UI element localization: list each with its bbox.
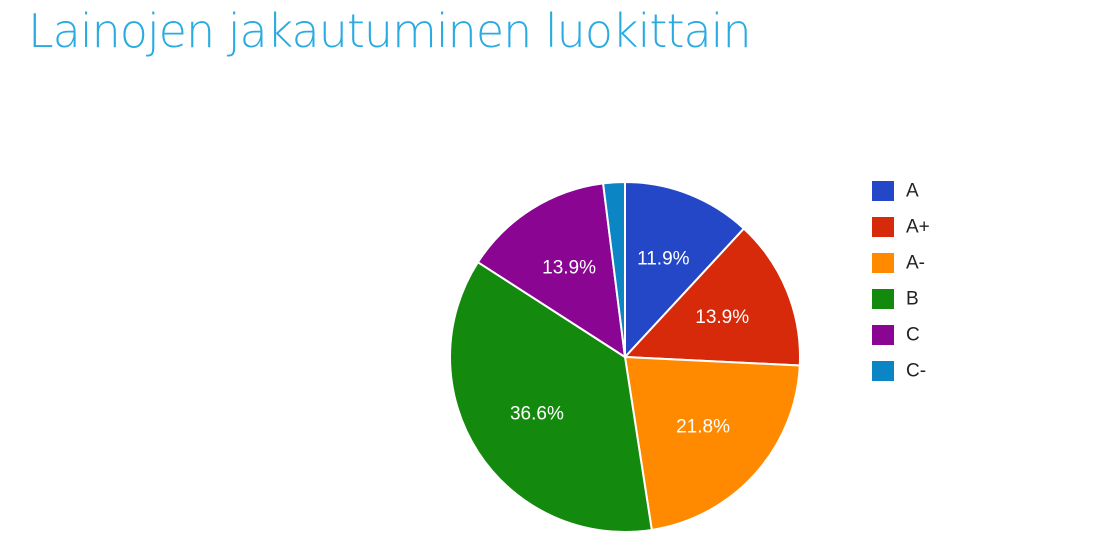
pie-slice-c xyxy=(476,182,627,360)
page-title: Lainojen jakautuminen luokittain xyxy=(28,4,752,58)
legend-label: A xyxy=(906,181,919,202)
pie-slice-b xyxy=(449,260,653,533)
slice-label: 21.8% xyxy=(676,417,730,438)
chart-legend: A A+ A- BC C- xyxy=(872,181,930,382)
slice-label: 13.9% xyxy=(542,258,596,279)
slice-label: 13.9% xyxy=(695,307,749,328)
legend-swatch xyxy=(872,253,894,273)
pie-slice-labels: 11.9% 13.9% 21.8% 36.6% 13.9% xyxy=(510,249,749,438)
legend-label: C xyxy=(906,325,920,346)
pie-slice-a xyxy=(624,180,746,360)
slice-label: 11.9% xyxy=(637,249,690,270)
legend-swatch xyxy=(872,181,894,201)
pie-slices xyxy=(449,180,801,533)
legend-swatch xyxy=(872,289,894,309)
legend-swatch xyxy=(872,217,894,237)
pie-slice-a-plus xyxy=(622,227,801,367)
legend-swatch xyxy=(872,361,894,381)
slice-label: 36.6% xyxy=(510,404,564,425)
legend-swatch xyxy=(872,325,894,345)
pie-slice-c-minus xyxy=(601,180,626,358)
legend-label: C- xyxy=(906,361,926,382)
legend-label: B xyxy=(906,289,919,310)
pie-slice-a-minus xyxy=(623,355,801,532)
legend-label: A+ xyxy=(906,217,930,238)
legend-label: A- xyxy=(906,253,925,274)
